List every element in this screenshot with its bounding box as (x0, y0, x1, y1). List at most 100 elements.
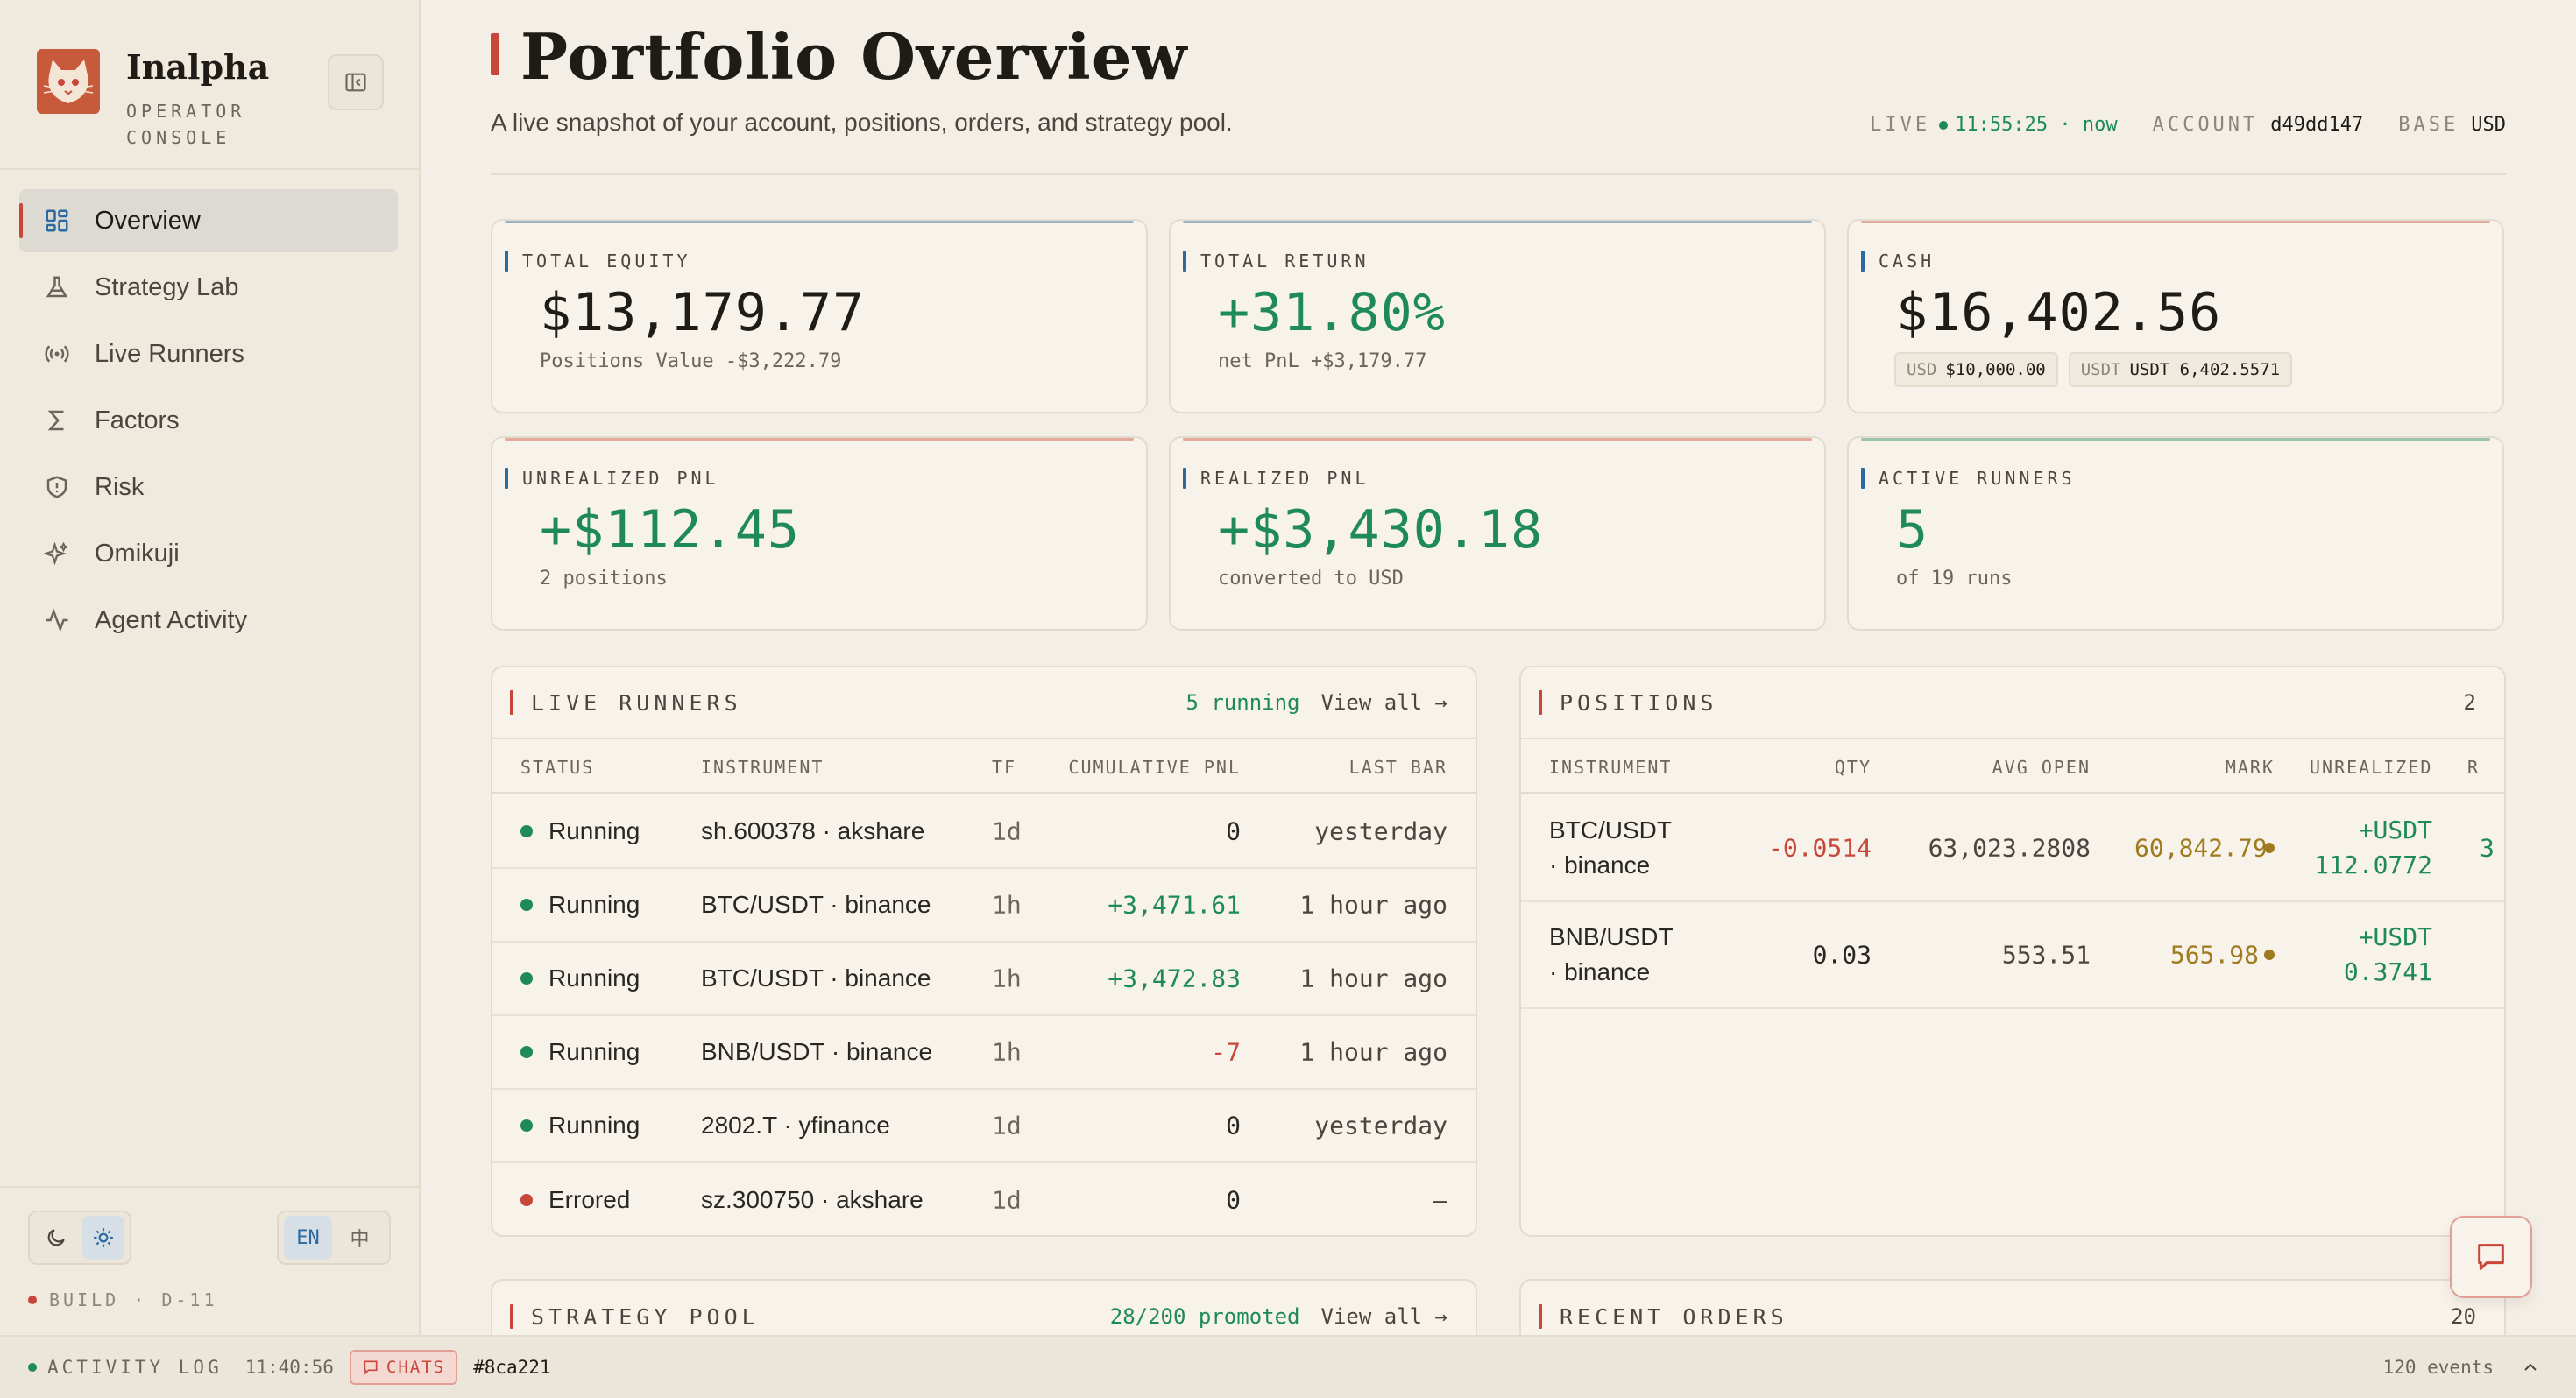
kpi-topline (1861, 221, 2490, 223)
status-dot (520, 1119, 533, 1132)
sidebar-item-label: Risk (95, 472, 145, 501)
runner-status: Running (548, 1112, 640, 1139)
table-row[interactable]: BTC/USDT · binance -0.0514 63,023.2808 60,84… (1521, 795, 2504, 902)
chip-key: USDT (2080, 360, 2121, 379)
promoted-count: 28/200 promoted (1109, 1304, 1300, 1329)
runner-last-bar: yesterday (1314, 816, 1447, 846)
runner-status: Running (548, 891, 640, 918)
table-row[interactable]: Running sh.600378 · akshare 1d 0 yesterday (492, 795, 1476, 869)
unrealized-amount: 112.0772 (2314, 851, 2432, 879)
unrealized-currency: +USDT (2358, 922, 2432, 951)
panel-title: STRATEGY POOL (522, 1304, 760, 1330)
sidebar-item-label: Overview (95, 206, 201, 235)
table-row[interactable]: Errored sz.300750 · akshare 1d 0 – (492, 1163, 1476, 1235)
kpi-label: CASH (1879, 251, 1936, 272)
col-last-bar: LAST BAR (1348, 757, 1447, 778)
flask-icon (42, 272, 72, 302)
runner-instrument: sz.300750 · akshare (701, 1186, 924, 1213)
kpi-topline (1183, 438, 1812, 441)
view-all-strategies-link[interactable]: View all → (1320, 1304, 1448, 1329)
kpi-total-equity: TOTAL EQUITY $13,179.77 Positions Value … (491, 219, 1148, 413)
table-row[interactable]: Running BNB/USDT · binance 1h -7 1 hour ago (492, 1016, 1476, 1090)
sidebar-item-factors[interactable]: Factors (19, 389, 398, 452)
position-realized-truncated: 3 (2480, 833, 2495, 863)
position-qty: 0.03 (1812, 940, 1872, 970)
kpi-label: ACTIVE RUNNERS (1879, 468, 2076, 489)
runner-timeframe: 1h (992, 964, 1022, 993)
col-status: STATUS (520, 757, 595, 778)
sidebar-item-label: Omikuji (95, 539, 180, 568)
moon-icon (47, 1229, 65, 1246)
sidebar-collapse-icon (345, 73, 366, 92)
header-divider (491, 173, 2506, 175)
col-mark: MARK (2225, 757, 2275, 778)
position-mark: 60,842.79 (2134, 833, 2268, 863)
build-label: BUILD · D-11 (28, 1289, 218, 1310)
table-row[interactable]: Running 2802.T · yfinance 1d 0 yesterday (492, 1090, 1476, 1163)
chip-key: USD (1907, 360, 1937, 379)
theme-toggle (28, 1211, 131, 1265)
position-avg-open: 63,023.2808 (1928, 833, 2091, 863)
runner-cumulative-pnl: 0 (1226, 816, 1241, 846)
collapse-sidebar-button[interactable] (328, 54, 384, 110)
chevron-up-icon[interactable] (2520, 1357, 2541, 1378)
broadcast-icon (42, 339, 72, 369)
light-mode-button[interactable] (82, 1216, 124, 1260)
live-runners-panel: LIVE RUNNERS 5 running View all → STATUS… (491, 666, 1477, 1237)
brand: Inalpha OPERATOR CONSOLE (37, 49, 269, 151)
chip-value: $10,000.00 (1945, 360, 2046, 379)
table-row[interactable]: Running BTC/USDT · binance 1h +3,471.61 1 ho… (492, 869, 1476, 943)
sidebar: Inalpha OPERATOR CONSOLE Overview Strate… (0, 0, 421, 1335)
kpi-label: TOTAL EQUITY (522, 251, 691, 272)
activity-log-label[interactable]: ACTIVITY LOG (47, 1357, 223, 1378)
chats-badge[interactable]: CHATS (349, 1350, 458, 1385)
sidebar-item-live-runners[interactable]: Live Runners (19, 322, 398, 385)
activity-hash: #8ca221 (473, 1357, 551, 1378)
dark-mode-button[interactable] (35, 1216, 77, 1260)
runner-timeframe: 1d (992, 1185, 1022, 1215)
status-dot (520, 1194, 533, 1206)
kpi-value: 5 (1896, 499, 1929, 561)
chip-value: USDT 6,402.5571 (2129, 360, 2281, 379)
instrument-venue: · binance (1549, 851, 1651, 879)
mark-dot (2264, 950, 2275, 960)
base-label: BASE (2398, 114, 2459, 136)
runner-timeframe: 1d (992, 816, 1022, 846)
table-row[interactable]: Running BTC/USDT · binance 1h +3,472.83 1 ho… (492, 943, 1476, 1016)
orders-count: 20 (2451, 1304, 2476, 1329)
position-avg-open: 553.51 (2001, 940, 2091, 970)
build-status-dot (28, 1296, 37, 1304)
sidebar-item-omikuji[interactable]: Omikuji (19, 522, 398, 585)
chat-icon (364, 1360, 378, 1375)
instrument-symbol: BTC/USDT (1549, 816, 1672, 844)
live-dot (1939, 120, 1949, 130)
sidebar-item-strategy-lab[interactable]: Strategy Lab (19, 256, 398, 319)
runner-timeframe: 1d (992, 1111, 1022, 1140)
runner-cumulative-pnl: 0 (1226, 1185, 1241, 1215)
kpi-total-return: TOTAL RETURN +31.80% net PnL +$3,179.77 (1169, 219, 1826, 413)
sidebar-item-risk[interactable]: Risk (19, 455, 398, 519)
shield-icon (42, 472, 72, 502)
col-avg-open: AVG OPEN (1992, 757, 2091, 778)
lang-zh-button[interactable]: 中 (350, 1228, 370, 1250)
position-mark: 565.98 (2169, 940, 2259, 970)
kpi-topline (505, 438, 1134, 441)
sidebar-nav: Overview Strategy Lab Live Runners Facto… (19, 189, 398, 655)
sidebar-item-agent-activity[interactable]: Agent Activity (19, 589, 398, 652)
table-row[interactable]: BNB/USDT · binance 0.03 553.51 565.98 +USDT 0.… (1521, 902, 2504, 1009)
view-all-runners-link[interactable]: View all → (1320, 690, 1448, 715)
position-unrealized: +USDT 112.0772 (2292, 813, 2432, 883)
mark-dot (2264, 843, 2275, 853)
panel-title: LIVE RUNNERS (522, 690, 742, 716)
runner-timeframe: 1h (992, 1037, 1022, 1067)
account-label: ACCOUNT (2152, 114, 2259, 136)
runner-last-bar: – (1433, 1185, 1447, 1215)
lang-en-button[interactable]: EN (284, 1216, 332, 1260)
runner-cumulative-pnl: +3,472.83 (1108, 964, 1241, 993)
position-unrealized: +USDT 0.3741 (2292, 920, 2432, 990)
chat-fab-button[interactable] (2450, 1216, 2532, 1298)
status-dot (520, 1046, 533, 1058)
chats-label: CHATS (386, 1358, 446, 1377)
sidebar-item-overview[interactable]: Overview (19, 189, 398, 252)
sidebar-bottom-divider (0, 1186, 421, 1188)
